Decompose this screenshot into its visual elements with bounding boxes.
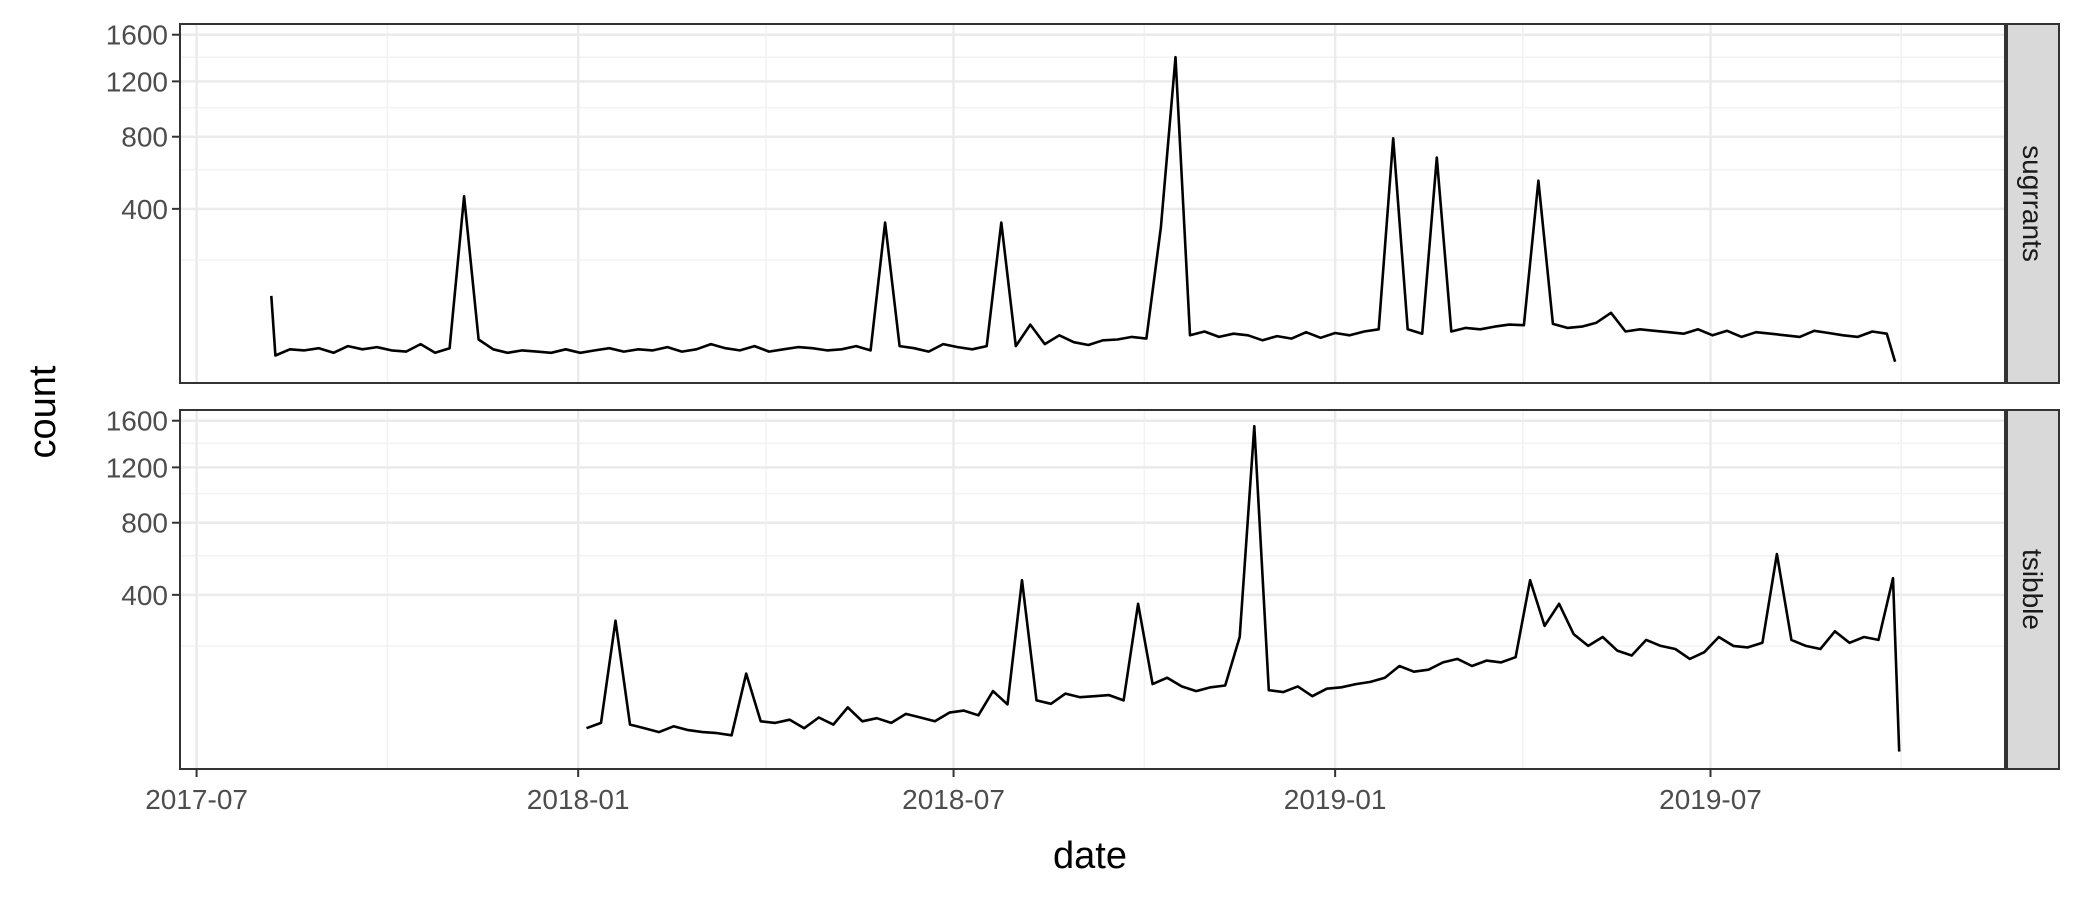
y-tick-label: 1600 bbox=[106, 20, 168, 51]
y-tick-label: 1600 bbox=[106, 406, 168, 437]
x-tick-label: 2019-01 bbox=[1284, 784, 1387, 815]
y-tick-label: 1200 bbox=[106, 66, 168, 97]
x-axis: 2017-07 2018-01 2018-07 2019-01 2019-07 bbox=[145, 769, 1762, 815]
y-tick-label: 400 bbox=[121, 194, 168, 225]
y-tick-label: 800 bbox=[121, 508, 168, 539]
facet-strip-label: sugrrants bbox=[2017, 145, 2048, 262]
y-axis-title: count bbox=[22, 365, 64, 458]
panel-sugrrants: 400 800 1200 1600 sugrrants bbox=[106, 20, 2060, 384]
y-tick-label: 800 bbox=[121, 122, 168, 153]
x-tick-label: 2018-07 bbox=[902, 784, 1005, 815]
panel-border bbox=[179, 409, 2006, 770]
panel-background bbox=[180, 410, 2005, 769]
y-tick-label: 400 bbox=[121, 580, 168, 611]
panel-background bbox=[180, 24, 2005, 383]
panel-border bbox=[179, 23, 2006, 384]
facet-strip bbox=[2006, 409, 2060, 770]
x-axis-title: date bbox=[1053, 835, 1127, 877]
facet-strip-label: tsibble bbox=[2017, 549, 2048, 630]
y-tick-label: 1200 bbox=[106, 452, 168, 483]
x-tick-label: 2019-07 bbox=[1659, 784, 1762, 815]
series-line-tsibble bbox=[586, 424, 1901, 752]
facet-strip bbox=[2006, 23, 2060, 384]
panel-tsibble: 400 800 1200 1600 tsibble bbox=[106, 406, 2060, 770]
panels-layer: 400 800 1200 1600 sugrrants 400 800 1200 1600 tsi… bbox=[106, 20, 2060, 770]
x-tick-label: 2017-07 bbox=[145, 784, 248, 815]
series-line-sugrrants bbox=[270, 55, 1897, 363]
x-tick-label: 2018-01 bbox=[527, 784, 630, 815]
